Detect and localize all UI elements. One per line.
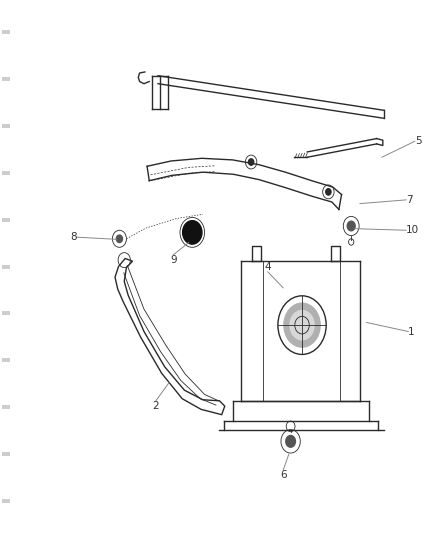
Text: 4: 4: [264, 262, 271, 272]
Text: 2: 2: [152, 401, 159, 411]
Text: 6: 6: [279, 470, 286, 480]
Circle shape: [346, 221, 354, 231]
Circle shape: [248, 159, 253, 165]
Circle shape: [325, 189, 330, 195]
Circle shape: [116, 235, 122, 243]
Text: 9: 9: [170, 255, 177, 265]
Circle shape: [289, 310, 313, 340]
Circle shape: [283, 303, 319, 347]
Text: 10: 10: [405, 225, 418, 235]
Text: 7: 7: [405, 195, 412, 205]
Text: 1: 1: [407, 327, 414, 336]
Circle shape: [285, 435, 295, 447]
Text: 5: 5: [414, 136, 420, 146]
Text: 8: 8: [70, 232, 77, 242]
Circle shape: [182, 221, 201, 244]
